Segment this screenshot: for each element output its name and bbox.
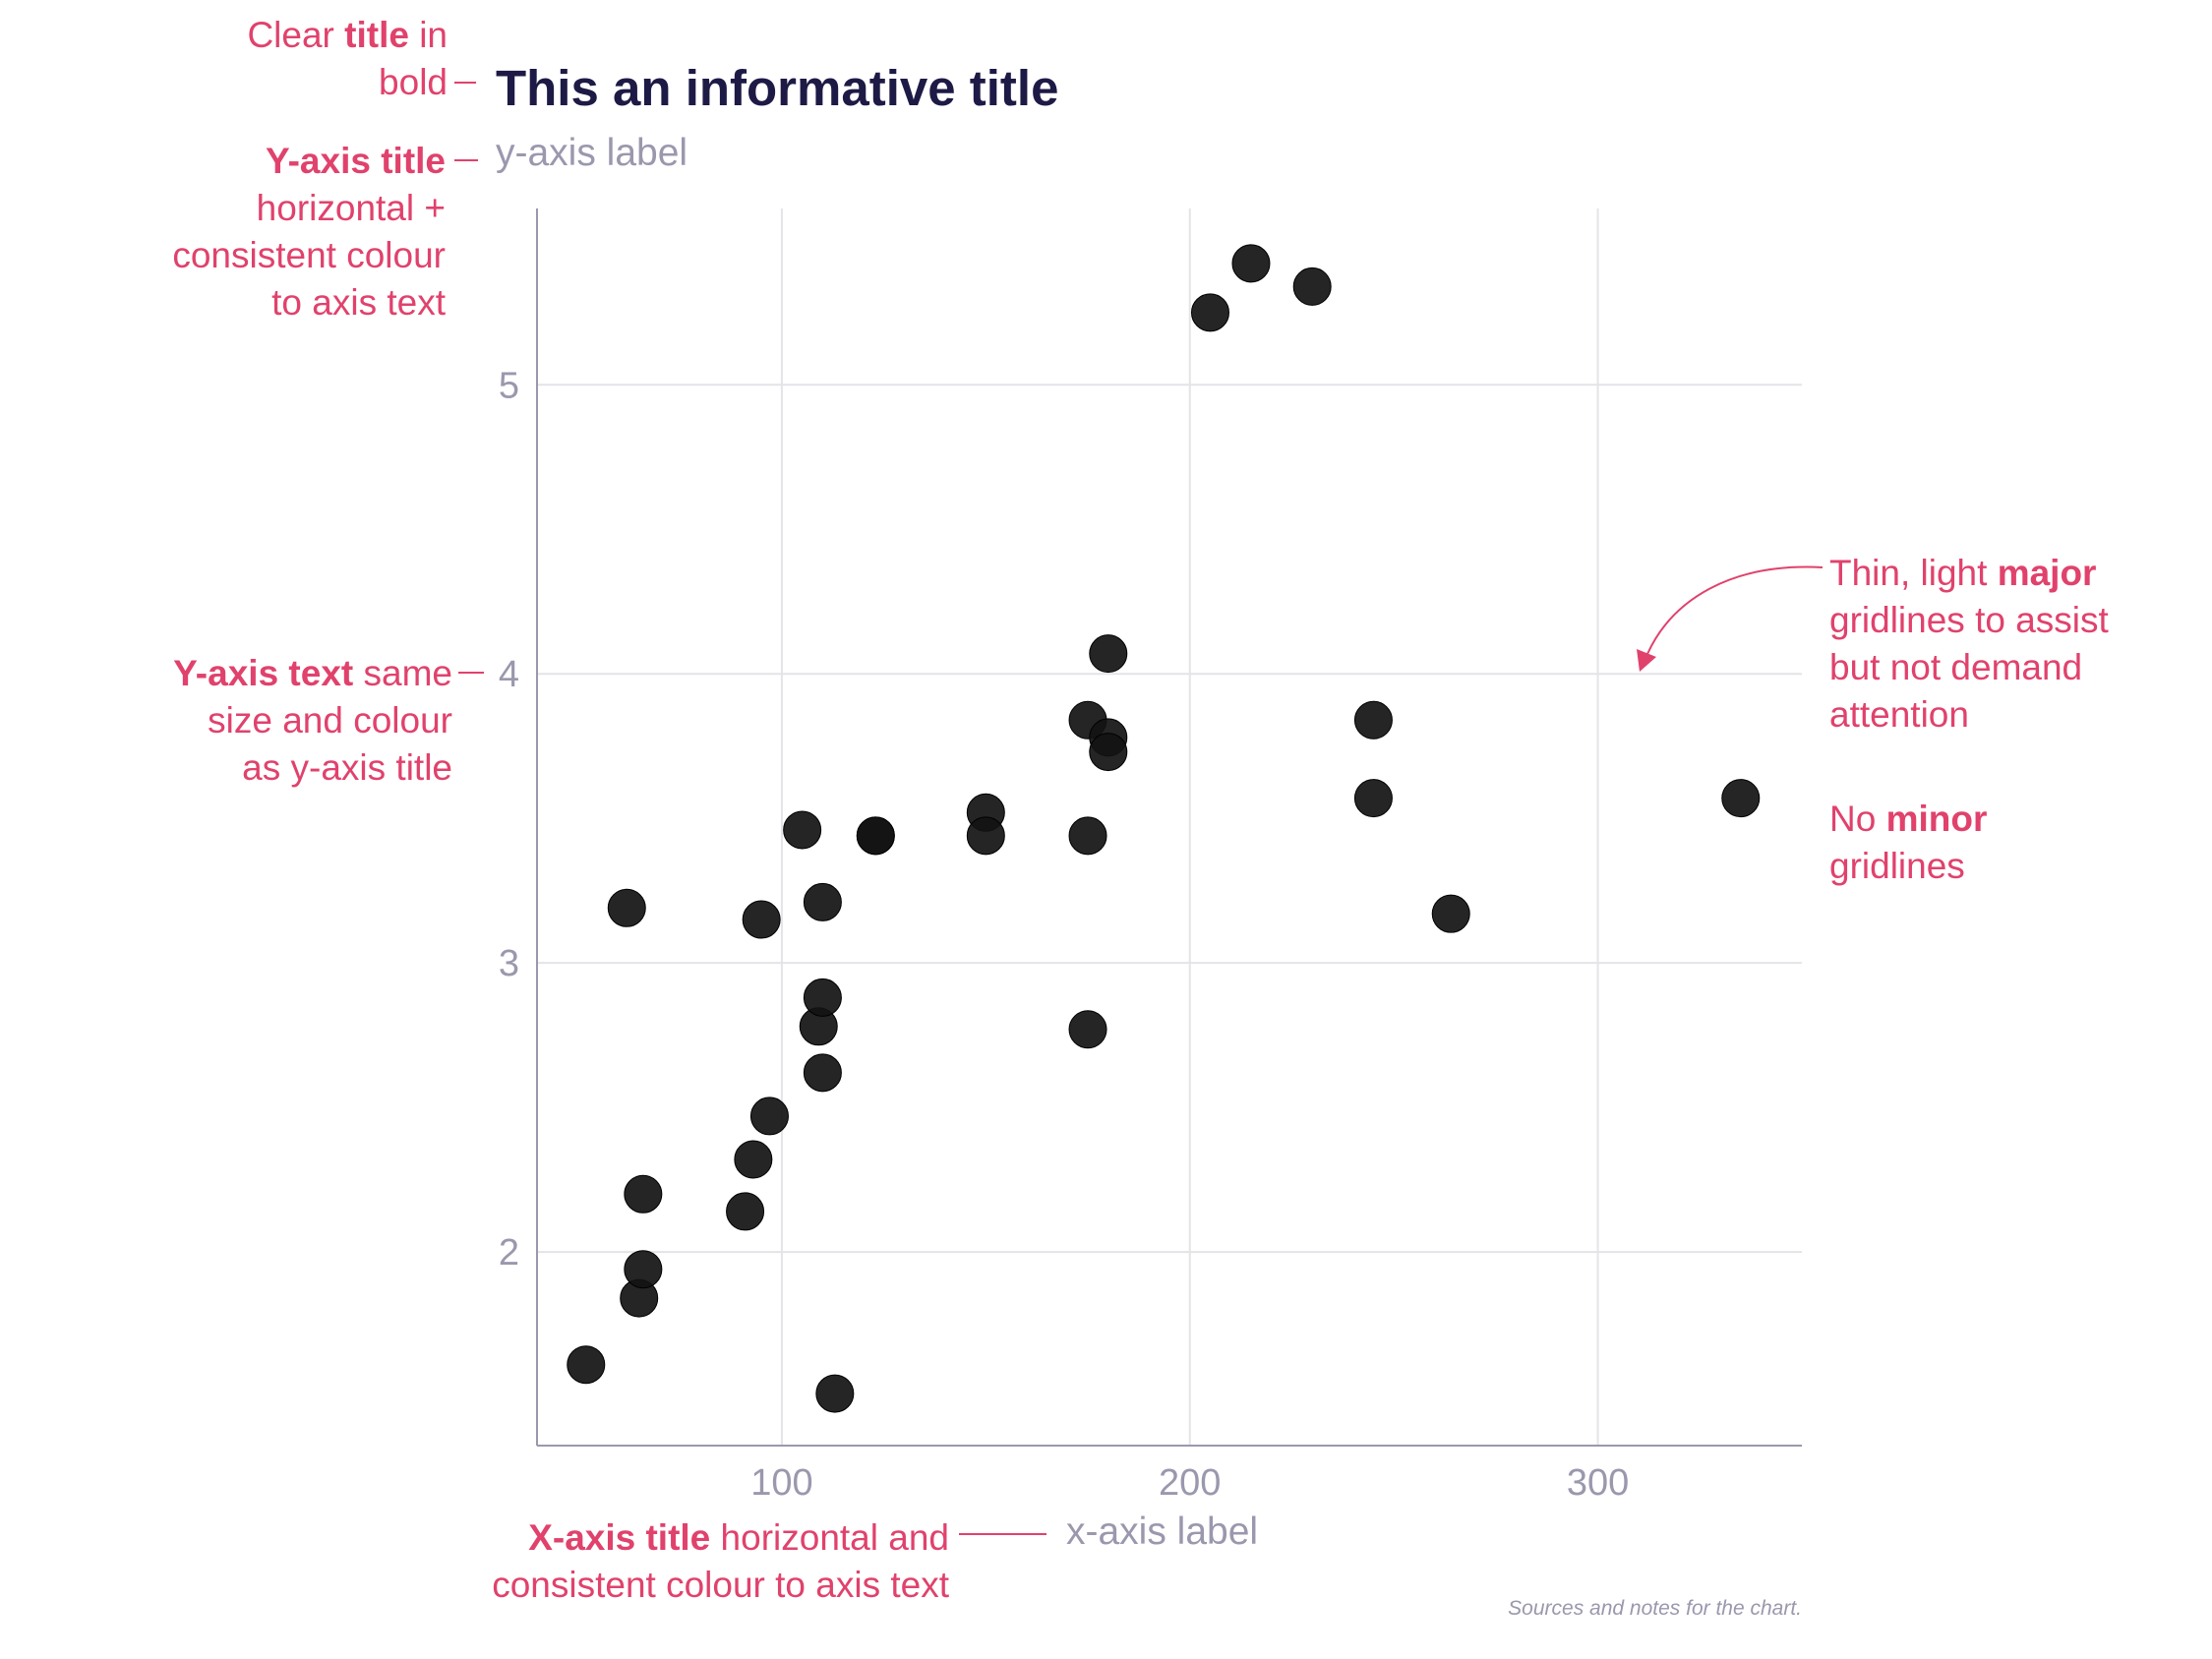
data-point	[749, 1096, 789, 1136]
anno-text: same	[353, 653, 452, 693]
annotation-title-note: Clear title in bold	[247, 15, 476, 102]
data-point	[1353, 700, 1393, 740]
anno-text-bold: Y-axis text	[173, 653, 353, 693]
data-point	[624, 1174, 663, 1214]
annotation-x-axis-title-note: X-axis title horizontal and consistent c…	[492, 1517, 1046, 1605]
anno-text: bold	[379, 62, 448, 102]
y-axis-title: y-axis label	[496, 132, 688, 174]
svg-text:X-axis title horizontal and: X-axis title horizontal and	[528, 1517, 949, 1558]
anno-text: gridlines	[1829, 846, 1965, 886]
svg-text:Thin, light major: Thin, light major	[1829, 553, 2096, 593]
annotation-gridlines-note: Thin, light major gridlines to assist bu…	[1637, 553, 2110, 735]
anno-text: consistent colour to axis text	[492, 1565, 949, 1605]
anno-text: size and colour	[208, 700, 452, 741]
annotation-minor-gridlines-note: No minor gridlines	[1829, 799, 1987, 886]
annotation-y-axis-title-note: Y-axis title horizontal + consistent col…	[172, 141, 478, 323]
y-tick-label: 3	[499, 943, 519, 984]
anno-text: but not demand	[1829, 647, 2082, 687]
anno-text: No	[1829, 799, 1886, 839]
anno-text: Clear	[247, 15, 344, 55]
data-point	[734, 1140, 773, 1179]
gridlines	[537, 208, 1802, 1446]
y-tick-label: 4	[499, 654, 519, 695]
data-point	[624, 1250, 663, 1289]
data-point	[1068, 1010, 1107, 1049]
svg-text:No minor: No minor	[1829, 799, 1987, 839]
anno-text: horizontal +	[257, 188, 446, 228]
data-point	[803, 1053, 842, 1093]
x-axis-title: x-axis label	[1066, 1511, 1258, 1553]
data-point	[1190, 293, 1229, 332]
y-tick-labels: 2 3 4 5	[499, 365, 519, 1274]
anno-arrow-curve	[1646, 565, 1823, 655]
annotation-y-axis-text-note: Y-axis text same size and colour as y-ax…	[173, 653, 484, 788]
data-point	[803, 882, 842, 921]
data-point	[815, 1374, 855, 1413]
data-point	[803, 978, 842, 1017]
x-tick-label: 100	[750, 1462, 812, 1504]
anno-text: in	[409, 15, 448, 55]
anno-text-bold: Y-axis title	[266, 141, 446, 181]
anno-text-bold: title	[344, 15, 409, 55]
chart-title: This an informative title	[496, 60, 1058, 116]
data-points	[567, 244, 1761, 1413]
data-point	[1721, 779, 1761, 818]
data-point	[1231, 244, 1271, 283]
anno-text-bold: major	[1998, 553, 2097, 593]
data-point	[966, 816, 1005, 856]
data-point	[607, 888, 646, 927]
svg-text:Clear title in: Clear title in	[247, 15, 448, 55]
anno-text: to axis text	[271, 282, 447, 323]
y-tick-label: 5	[499, 365, 519, 406]
x-tick-labels: 100 200 300	[750, 1462, 1629, 1504]
data-point	[742, 900, 781, 939]
chart-caption: Sources and notes for the chart.	[1508, 1597, 1802, 1620]
data-point	[783, 810, 822, 850]
anno-text: attention	[1829, 694, 1969, 735]
anno-arrowhead	[1637, 649, 1656, 672]
anno-text-bold: minor	[1886, 799, 1988, 839]
anno-text: as y-axis title	[242, 747, 452, 788]
data-point	[1353, 779, 1393, 818]
data-point	[1292, 267, 1332, 306]
data-point	[726, 1192, 765, 1231]
anno-text: gridlines to assist	[1829, 600, 2110, 640]
svg-text:Y-axis text same: Y-axis text same	[173, 653, 452, 693]
x-tick-label: 200	[1159, 1462, 1221, 1504]
anno-text: horizontal and	[710, 1517, 949, 1558]
y-tick-label: 2	[499, 1232, 519, 1274]
data-point	[1068, 816, 1107, 856]
x-tick-label: 300	[1567, 1462, 1629, 1504]
data-point	[1089, 733, 1128, 772]
anno-text: Thin, light	[1829, 553, 1998, 593]
anno-text: consistent colour	[172, 235, 446, 275]
data-point	[856, 816, 895, 856]
data-point	[567, 1345, 606, 1385]
anno-text-bold: X-axis title	[528, 1517, 710, 1558]
data-point	[1089, 634, 1128, 674]
data-point	[1431, 894, 1470, 933]
